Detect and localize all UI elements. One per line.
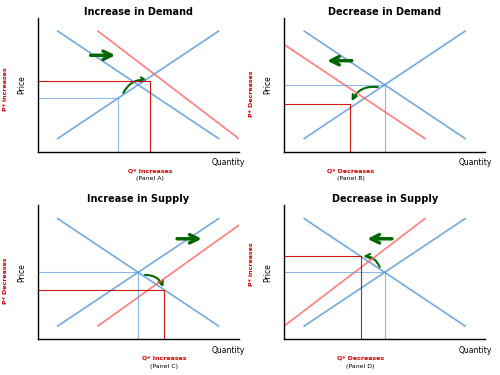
Text: (Panel D): (Panel D) <box>346 364 375 369</box>
Text: Q* Increases: Q* Increases <box>142 356 186 360</box>
Text: Quantity: Quantity <box>212 158 246 167</box>
Text: (Panel C): (Panel C) <box>150 364 178 369</box>
Text: Quantity: Quantity <box>212 346 246 355</box>
FancyArrowPatch shape <box>145 275 163 285</box>
FancyArrowPatch shape <box>352 87 378 99</box>
Text: Price: Price <box>264 263 272 282</box>
Title: Increase in Supply: Increase in Supply <box>87 195 189 204</box>
FancyArrowPatch shape <box>124 77 145 93</box>
Text: Q* Decreases: Q* Decreases <box>327 168 374 173</box>
FancyArrowPatch shape <box>366 254 380 267</box>
Title: Decrease in Demand: Decrease in Demand <box>328 7 441 17</box>
Text: Price: Price <box>264 75 272 94</box>
Text: Quantity: Quantity <box>458 346 492 355</box>
Text: (Panel A): (Panel A) <box>136 176 164 181</box>
Title: Increase in Demand: Increase in Demand <box>84 7 192 17</box>
Text: Price: Price <box>17 263 26 282</box>
Text: P* increases: P* increases <box>250 243 254 286</box>
Text: Price: Price <box>17 75 26 94</box>
Text: Q* Increases: Q* Increases <box>128 168 172 173</box>
Text: (Panel B): (Panel B) <box>336 176 364 181</box>
Text: P* Decreases: P* Decreases <box>250 71 254 117</box>
Text: Quantity: Quantity <box>458 158 492 167</box>
Text: P* increases: P* increases <box>3 68 8 111</box>
Text: Q* Decreases: Q* Decreases <box>337 356 384 360</box>
Text: P* Decreases: P* Decreases <box>3 258 8 304</box>
Title: Decrease in Supply: Decrease in Supply <box>332 195 438 204</box>
